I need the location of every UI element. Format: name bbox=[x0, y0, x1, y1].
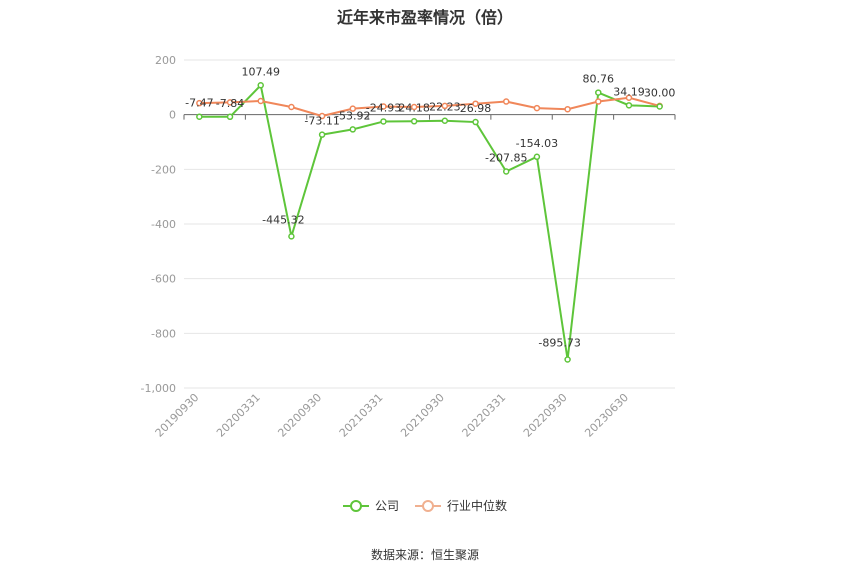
data-point-industry-median bbox=[595, 98, 602, 105]
data-point-company bbox=[349, 126, 357, 133]
data-point-company bbox=[226, 113, 234, 121]
data-point-company bbox=[533, 153, 541, 161]
legend-marker-company bbox=[342, 499, 369, 512]
data-label-company: 22.23 bbox=[429, 101, 461, 114]
data-point-industry-median bbox=[380, 103, 387, 110]
legend-marker-industry-median bbox=[415, 499, 441, 512]
x-tick-label: 20190930 bbox=[153, 391, 202, 440]
data-label-company: -73.11 bbox=[304, 115, 339, 128]
data-label-company: 24.18 bbox=[398, 101, 430, 114]
data-point-industry-median bbox=[625, 94, 633, 101]
data-label-company: -895.73 bbox=[538, 336, 580, 349]
y-tick-label: -800 bbox=[151, 327, 176, 340]
data-label-company: -207.85 bbox=[485, 151, 527, 164]
data-label-company: -7.47 bbox=[185, 97, 213, 110]
x-tick-label: 20200930 bbox=[275, 391, 324, 440]
data-point-company bbox=[656, 103, 663, 110]
y-tick-label: -200 bbox=[151, 163, 176, 176]
data-label-company: -24.93 bbox=[366, 101, 401, 114]
data-point-company bbox=[625, 102, 633, 109]
data-point-industry-median bbox=[318, 112, 326, 120]
data-point-company bbox=[502, 168, 510, 175]
x-tick-label: 20220930 bbox=[521, 391, 570, 440]
x-tick-label: 20200331 bbox=[214, 391, 263, 440]
x-tick-label: 20230630 bbox=[582, 391, 631, 440]
data-point-industry-median bbox=[441, 102, 449, 110]
data-point-industry-median bbox=[196, 99, 203, 107]
data-point-industry-median bbox=[349, 105, 357, 112]
data-label-company: -154.03 bbox=[516, 137, 558, 150]
data-point-industry-median bbox=[410, 103, 418, 111]
data-label-company: 30.00 bbox=[644, 86, 676, 99]
data-label-company: 26.98 bbox=[460, 102, 492, 115]
chart-title: 近年来市盈率情况（倍） bbox=[336, 8, 513, 27]
data-point-industry-median bbox=[502, 98, 510, 105]
data-label-company: -445.32 bbox=[262, 213, 304, 226]
data-point-industry-median bbox=[533, 104, 541, 112]
legend-item-company[interactable]: 公司 bbox=[342, 497, 399, 514]
data-label-company: -7.84 bbox=[216, 97, 244, 110]
legend-label-industry-median: 行业中位数 bbox=[447, 499, 508, 513]
data-point-company bbox=[441, 117, 449, 124]
y-tick-label: -1,000 bbox=[141, 382, 176, 395]
data-point-company bbox=[318, 131, 326, 138]
legend-label-company: 公司 bbox=[374, 499, 399, 513]
data-point-company bbox=[472, 118, 479, 126]
data-point-industry-median bbox=[472, 100, 479, 107]
legend: 公司 行业中位数 bbox=[0, 497, 850, 514]
y-tick-label: 200 bbox=[155, 54, 176, 67]
data-point-company bbox=[196, 113, 203, 120]
y-tick-label: 0 bbox=[169, 109, 176, 122]
data-point-company bbox=[410, 118, 418, 125]
data-point-company bbox=[564, 356, 571, 363]
y-tick-label: -600 bbox=[151, 273, 176, 286]
data-point-industry-median bbox=[288, 103, 295, 111]
data-point-company bbox=[595, 89, 602, 96]
data-point-company bbox=[257, 82, 264, 89]
x-tick-label: 20220331 bbox=[460, 391, 509, 440]
x-tick-label: 20210930 bbox=[398, 391, 447, 440]
data-label-company: 107.49 bbox=[241, 65, 280, 78]
series-line-industry-median bbox=[199, 96, 660, 118]
data-point-industry-median bbox=[257, 97, 264, 105]
data-label-company: 34.19 bbox=[613, 85, 645, 98]
data-point-industry-median bbox=[226, 99, 234, 106]
legend-item-industry-median[interactable]: 行业中位数 bbox=[415, 497, 507, 514]
x-tick-label: 20210331 bbox=[337, 391, 386, 440]
data-point-company bbox=[380, 118, 387, 125]
data-point-company bbox=[288, 233, 295, 240]
source-note: 数据来源：恒生聚源 bbox=[370, 548, 479, 562]
data-point-industry-median bbox=[564, 105, 571, 113]
data-label-company: -53.92 bbox=[335, 109, 370, 122]
y-tick-label: -400 bbox=[151, 218, 176, 231]
data-label-company: 80.76 bbox=[583, 73, 615, 86]
series-line-company bbox=[199, 83, 660, 360]
